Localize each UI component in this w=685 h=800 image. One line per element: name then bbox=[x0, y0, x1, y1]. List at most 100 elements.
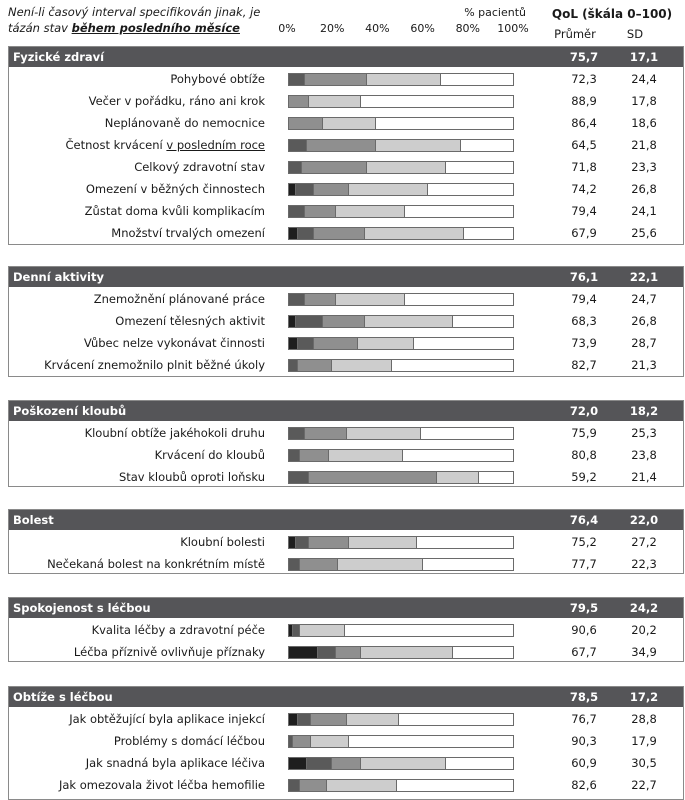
item-mean: 68,3 bbox=[571, 314, 597, 328]
section: Poškození kloubů 72,0 18,2 Kloubní obtíže j… bbox=[8, 400, 684, 487]
bar-segment bbox=[295, 537, 310, 548]
item-mean: 64,5 bbox=[571, 138, 597, 152]
section-title: Bolest bbox=[13, 513, 54, 527]
bar-segment bbox=[289, 206, 305, 217]
bar-segment bbox=[365, 316, 453, 327]
bar-segment bbox=[421, 428, 513, 439]
note-line-2: tázán stav bbox=[8, 21, 72, 35]
stacked-bar bbox=[288, 449, 514, 462]
bar-segment bbox=[289, 74, 305, 85]
item-sd: 22,3 bbox=[631, 557, 657, 571]
bar-segment bbox=[300, 450, 330, 461]
item-row: Jak omezovala život léčba hemofilie 82,6 2… bbox=[9, 775, 683, 796]
item-mean: 60,9 bbox=[571, 756, 597, 770]
section-sd: 17,2 bbox=[629, 690, 659, 704]
bar-segment bbox=[403, 450, 513, 461]
bar-segment bbox=[309, 537, 350, 548]
section-mean: 75,7 bbox=[569, 50, 599, 64]
bar-segment bbox=[398, 714, 513, 725]
section-mean: 76,4 bbox=[569, 513, 599, 527]
item-sd: 18,6 bbox=[631, 116, 657, 130]
section-sd: 22,0 bbox=[629, 513, 659, 527]
bar-segment bbox=[322, 118, 377, 129]
bar-segment bbox=[309, 472, 437, 483]
bar-segment bbox=[297, 714, 312, 725]
stacked-bar bbox=[288, 646, 514, 659]
item-label: Omezení v běžných činnostech bbox=[85, 182, 265, 196]
section-mean: 79,5 bbox=[569, 601, 599, 615]
section: Denní aktivity 76,1 22,1 Znemožnění plánova… bbox=[8, 266, 684, 377]
item-mean: 72,3 bbox=[571, 72, 597, 86]
item-sd: 20,2 bbox=[631, 623, 657, 637]
item-row: Zůstat doma kvůli komplikacím 79,4 24,1 bbox=[9, 201, 683, 222]
section-title: Denní aktivity bbox=[13, 270, 104, 284]
stacked-bar bbox=[288, 713, 514, 726]
item-row: Jak obtěžující byla aplikace injekcí 76,7… bbox=[9, 709, 683, 730]
item-label: Problémy s domácí léčbou bbox=[113, 734, 265, 748]
item-row: Problémy s domácí léčbou 90,3 17,9 bbox=[9, 731, 683, 752]
item-sd: 22,7 bbox=[631, 778, 657, 792]
bar-segment bbox=[306, 140, 377, 151]
item-sd: 25,3 bbox=[631, 426, 657, 440]
item-row: Večer v pořádku, ráno ani krok 88,9 17,8 bbox=[9, 91, 683, 112]
bar-segment bbox=[347, 714, 399, 725]
bar-segment bbox=[436, 472, 480, 483]
section-sd: 22,1 bbox=[629, 270, 659, 284]
stacked-bar bbox=[288, 73, 514, 86]
section-sd: 17,1 bbox=[629, 50, 659, 64]
sd-column-header: SD bbox=[626, 27, 644, 41]
bar-segment bbox=[289, 428, 305, 439]
item-mean: 80,8 bbox=[571, 448, 597, 462]
bar-segment bbox=[336, 206, 406, 217]
item-row: Krvácení znemožnilo plnit běžné úkoly 82,… bbox=[9, 355, 683, 376]
section-header: Denní aktivity 76,1 22,1 bbox=[9, 267, 683, 287]
item-mean: 79,4 bbox=[571, 292, 597, 306]
section-title: Poškození kloubů bbox=[13, 404, 127, 418]
bar-segment bbox=[479, 472, 513, 483]
item-label: Kvalita léčby a zdravotní péče bbox=[91, 623, 265, 637]
item-label: Pohybové obtíže bbox=[170, 72, 265, 86]
stacked-bar bbox=[288, 337, 514, 350]
item-sd: 23,8 bbox=[631, 448, 657, 462]
bar-segment bbox=[365, 228, 464, 239]
bar-segment bbox=[289, 294, 305, 305]
bar-segment bbox=[295, 316, 323, 327]
item-mean: 90,6 bbox=[571, 623, 597, 637]
bar-segment bbox=[414, 338, 513, 349]
stacked-bar bbox=[288, 95, 514, 108]
bar-segment bbox=[304, 206, 337, 217]
stacked-bar bbox=[288, 315, 514, 328]
item-label: Jak obtěžující byla aplikace injekcí bbox=[69, 712, 265, 726]
item-label: Kloubní bolesti bbox=[180, 535, 265, 549]
x-tick-label: 40% bbox=[365, 22, 390, 35]
bar-segment bbox=[289, 714, 298, 725]
bar-segment bbox=[297, 360, 332, 371]
bar-segment bbox=[349, 736, 513, 747]
bar-segment bbox=[360, 96, 513, 107]
bar-segment bbox=[302, 162, 368, 173]
bar-segment bbox=[300, 559, 339, 570]
bar-segment bbox=[347, 428, 422, 439]
stacked-bar bbox=[288, 558, 514, 571]
item-mean: 77,7 bbox=[571, 557, 597, 571]
bar-segment bbox=[338, 559, 424, 570]
bar-segment bbox=[304, 74, 368, 85]
item-label: Množství trvalých omezení bbox=[111, 226, 265, 240]
bar-segment bbox=[445, 162, 513, 173]
section-mean: 76,1 bbox=[569, 270, 599, 284]
bar-segment bbox=[445, 758, 513, 769]
item-row: Vůbec nelze vykonávat činnosti 73,9 28,7 bbox=[9, 333, 683, 354]
bar-segment bbox=[289, 118, 323, 129]
section-title: Fyzické zdraví bbox=[13, 50, 105, 64]
item-label: Zůstat doma kvůli komplikacím bbox=[84, 204, 265, 218]
item-row: Nečekaná bolest na konkrétním místě 77,7 2… bbox=[9, 554, 683, 575]
bar-segment bbox=[289, 472, 310, 483]
bar-segment bbox=[295, 184, 314, 195]
note-line-1: Není-li časový interval specifikován jin… bbox=[8, 5, 261, 19]
bar-segment bbox=[297, 228, 314, 239]
section-sd: 24,2 bbox=[629, 601, 659, 615]
item-row: Množství trvalých omezení 67,9 25,6 bbox=[9, 223, 683, 244]
bar-segment bbox=[349, 184, 428, 195]
bar-segment bbox=[441, 74, 513, 85]
bar-segment bbox=[376, 118, 513, 129]
